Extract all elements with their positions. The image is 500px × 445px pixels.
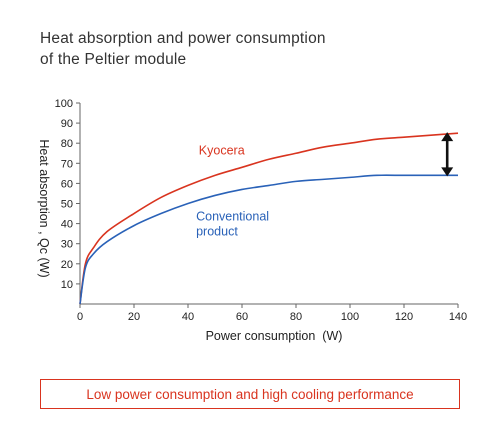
x-tick-label: 80 — [290, 311, 302, 323]
y-tick-label: 50 — [61, 199, 73, 211]
x-tick-label: 60 — [236, 311, 248, 323]
x-tick-label: 20 — [128, 311, 140, 323]
y-tick-label: 20 — [61, 259, 73, 271]
chart-title: Heat absorption and power consumption of… — [40, 28, 326, 70]
title-line-2: of the Peltier module — [40, 51, 187, 68]
title-line-1: Heat absorption and power consumption — [40, 30, 326, 47]
x-tick-label: 0 — [77, 311, 83, 323]
y-tick-label: 30 — [61, 239, 73, 251]
y-tick-label: 100 — [55, 98, 73, 110]
y-tick-label: 10 — [61, 279, 73, 291]
y-axis-label: Heat absorption , Qc (W) — [37, 139, 51, 277]
x-tick-label: 100 — [341, 311, 359, 323]
x-axis-label: Power consumption (W) — [206, 329, 343, 343]
y-tick-label: 60 — [61, 178, 73, 190]
series-label-kyocera: Kyocera — [199, 143, 245, 157]
series-line-kyocera — [79, 132, 459, 305]
performance-banner: Low power consumption and high cooling p… — [40, 379, 460, 409]
y-tick-label: 40 — [61, 219, 73, 231]
x-tick-label: 140 — [449, 311, 467, 323]
series-line-conventional — [79, 174, 458, 305]
series-label-conventional-line-2: product — [196, 225, 238, 239]
arrow-head-down-icon — [441, 167, 454, 177]
y-tick-label: 80 — [61, 138, 73, 150]
arrow-head-up-icon — [441, 132, 454, 142]
banner-text: Low power consumption and high cooling p… — [86, 386, 414, 402]
y-tick-label: 70 — [61, 158, 73, 170]
y-tick-label: 90 — [61, 118, 73, 130]
x-tick-label: 40 — [182, 311, 194, 323]
series-label-conventional-line-1: Conventional — [196, 210, 269, 224]
x-tick-label: 120 — [395, 311, 413, 323]
